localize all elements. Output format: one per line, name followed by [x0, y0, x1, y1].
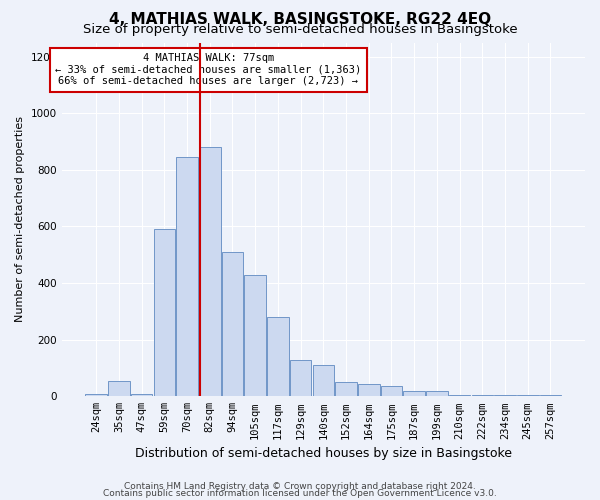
Text: 4, MATHIAS WALK, BASINGSTOKE, RG22 4EQ: 4, MATHIAS WALK, BASINGSTOKE, RG22 4EQ [109, 12, 491, 28]
Bar [85, 394, 107, 396]
Bar [380, 386, 402, 396]
Text: Contains public sector information licensed under the Open Government Licence v3: Contains public sector information licen… [103, 490, 497, 498]
Bar [108, 380, 130, 396]
Bar [403, 390, 425, 396]
Bar [290, 360, 311, 397]
Bar [539, 395, 561, 396]
Bar [222, 252, 243, 396]
Text: Contains HM Land Registry data © Crown copyright and database right 2024.: Contains HM Land Registry data © Crown c… [124, 482, 476, 491]
Text: 4 MATHIAS WALK: 77sqm
← 33% of semi-detached houses are smaller (1,363)
66% of s: 4 MATHIAS WALK: 77sqm ← 33% of semi-deta… [55, 53, 361, 86]
Bar [472, 395, 493, 396]
Bar [358, 384, 380, 396]
Bar [267, 317, 289, 396]
Bar [426, 390, 448, 396]
Bar [199, 147, 221, 396]
Bar [449, 395, 470, 396]
Y-axis label: Number of semi-detached properties: Number of semi-detached properties [15, 116, 25, 322]
Bar [131, 394, 152, 396]
X-axis label: Distribution of semi-detached houses by size in Basingstoke: Distribution of semi-detached houses by … [135, 447, 512, 460]
Bar [244, 274, 266, 396]
Bar [335, 382, 357, 396]
Bar [176, 157, 198, 396]
Bar [154, 230, 175, 396]
Bar [313, 365, 334, 396]
Bar [517, 395, 539, 396]
Bar [494, 395, 516, 396]
Text: Size of property relative to semi-detached houses in Basingstoke: Size of property relative to semi-detach… [83, 22, 517, 36]
